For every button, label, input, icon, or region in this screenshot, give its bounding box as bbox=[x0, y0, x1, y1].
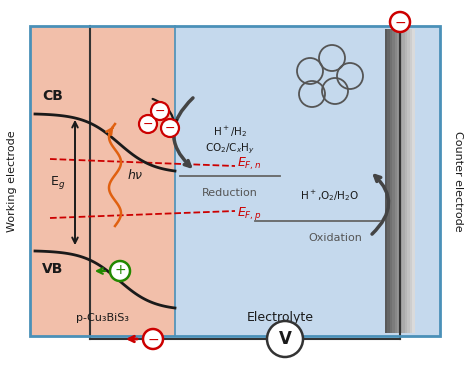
Circle shape bbox=[139, 115, 157, 133]
Circle shape bbox=[110, 261, 130, 281]
Text: E$_g$: E$_g$ bbox=[50, 174, 65, 191]
Text: V: V bbox=[279, 330, 292, 348]
Text: h$\nu$: h$\nu$ bbox=[127, 168, 144, 182]
Text: $+$: $+$ bbox=[114, 264, 126, 277]
Bar bbox=[410, 29, 412, 333]
Text: $E_{F,n}$: $E_{F,n}$ bbox=[237, 156, 261, 172]
Text: $-$: $-$ bbox=[155, 104, 165, 117]
Bar bbox=[400, 29, 402, 333]
Text: H$^+$,O$_2$/H$_2$O: H$^+$,O$_2$/H$_2$O bbox=[301, 188, 360, 203]
Bar bbox=[390, 29, 392, 333]
Circle shape bbox=[267, 321, 303, 357]
Text: $-$: $-$ bbox=[143, 117, 154, 130]
Bar bbox=[175, 26, 440, 336]
Text: Working electrode: Working electrode bbox=[7, 130, 17, 232]
Circle shape bbox=[390, 12, 410, 32]
Text: Counter electrode: Counter electrode bbox=[453, 131, 463, 231]
Circle shape bbox=[143, 329, 163, 349]
Bar bbox=[395, 29, 398, 333]
Text: VB: VB bbox=[42, 262, 64, 276]
Bar bbox=[398, 29, 400, 333]
Text: Reduction: Reduction bbox=[202, 188, 258, 198]
Text: $-$: $-$ bbox=[147, 332, 159, 346]
Text: Oxidation: Oxidation bbox=[308, 233, 362, 243]
Bar bbox=[30, 26, 440, 336]
Bar bbox=[385, 29, 388, 333]
Text: $-$: $-$ bbox=[164, 121, 175, 134]
Bar bbox=[402, 29, 405, 333]
Text: H$^+$/H$_2$
CO$_2$/C$_x$H$_y$: H$^+$/H$_2$ CO$_2$/C$_x$H$_y$ bbox=[205, 124, 255, 156]
Bar bbox=[392, 29, 395, 333]
Text: CB: CB bbox=[42, 89, 63, 103]
Bar bbox=[408, 29, 410, 333]
Bar bbox=[388, 29, 390, 333]
Circle shape bbox=[151, 102, 169, 120]
Text: $-$: $-$ bbox=[394, 15, 406, 29]
Text: $E_{F,p}$: $E_{F,p}$ bbox=[237, 205, 262, 221]
Bar bbox=[405, 29, 408, 333]
Bar bbox=[30, 26, 175, 336]
Text: p-Cu₃BiS₃: p-Cu₃BiS₃ bbox=[76, 313, 129, 323]
Circle shape bbox=[161, 119, 179, 137]
Text: Electrolyte: Electrolyte bbox=[246, 311, 313, 325]
Bar bbox=[412, 29, 415, 333]
